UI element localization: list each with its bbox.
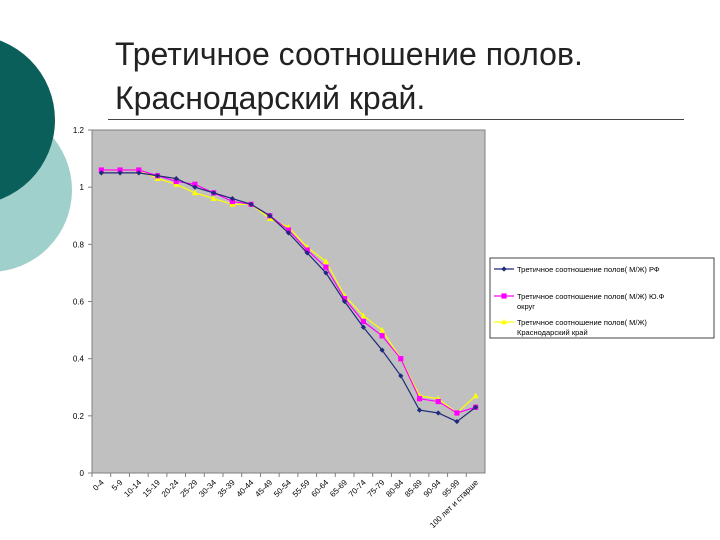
series-1-point: [267, 213, 273, 219]
chart-legend: Третичное соотношение полов( М/Ж) РФ Трет…: [489, 257, 715, 339]
series-1-point: [473, 404, 479, 410]
series-1-point: [98, 170, 104, 176]
series-1-point: [117, 170, 123, 176]
x-tick-label: 75-79: [366, 478, 387, 499]
legend-swatch-marker: [501, 293, 507, 299]
series-3-point: [322, 258, 329, 264]
series-1-point: [342, 298, 348, 305]
title-divider: [108, 119, 684, 120]
x-tick-label: 35-39: [216, 478, 237, 499]
series-3-point: [191, 189, 198, 196]
x-tick-label: 55-59: [291, 478, 312, 499]
series-1-point: [416, 407, 423, 413]
y-tick-label: 0.8: [73, 240, 85, 249]
y-tick-label: 0: [80, 469, 85, 478]
y-tick-label: 0.2: [73, 412, 85, 421]
series-2-point: [117, 167, 123, 173]
x-tick-label: 90-94: [422, 478, 443, 499]
x-tick-label: 0-4: [91, 478, 106, 493]
plot-area: [91, 129, 486, 474]
series-1-point: [379, 347, 385, 353]
x-tick-label: 40-44: [235, 478, 256, 499]
series-2-point: [304, 247, 310, 253]
series-2-point: [136, 167, 142, 173]
series-2-point: [360, 318, 366, 325]
x-tick-label: 15-19: [141, 478, 162, 499]
legend-swatch-marker: [501, 266, 507, 272]
series-3-point: [472, 392, 479, 399]
x-tick-label: 25-29: [179, 478, 200, 499]
series-2-point: [435, 398, 441, 405]
series-2-point: [416, 396, 423, 402]
decorative-circles-graphic: [0, 40, 72, 272]
legend-box: [489, 257, 715, 339]
y-axis-ticks: 0 0.2 0.4 0.6 0.8 1 1.2: [73, 126, 92, 478]
x-tick-label: 5-9: [110, 478, 125, 493]
x-tick-label: 10-14: [122, 478, 143, 499]
series-3-point: [360, 312, 367, 319]
x-tick-label: 80-84: [384, 478, 405, 499]
slide-title-line-1: Третичное соотношение полов.: [115, 36, 583, 72]
series-1-point: [454, 418, 460, 425]
series-3-point: [210, 195, 217, 201]
series-1-point: [323, 270, 329, 276]
slide-title-line-2: Краснодарский край.: [115, 80, 426, 116]
series-1-point: [154, 173, 161, 179]
series-lines: [98, 166, 479, 425]
series-2-point: [323, 264, 329, 270]
x-tick-label: 85-89: [403, 478, 424, 499]
y-tick-label: 0.6: [73, 298, 85, 307]
series-1-point: [136, 170, 142, 176]
series-2-point: [98, 167, 104, 173]
legend-label-3: Третичное соотношение полов( М/Ж) Краснод…: [517, 318, 647, 337]
series-2-point: [192, 181, 198, 187]
series-2-point: [285, 227, 292, 233]
series-2-point: [342, 296, 348, 302]
legend-label-2: Третичное соотношение полов( М/Ж) Ю.Ф окр…: [517, 292, 665, 311]
y-tick-label: 1.2: [73, 126, 85, 135]
x-tick-label: 45-49: [253, 478, 274, 499]
y-tick-label: 0.4: [73, 355, 85, 364]
y-tick-label: 1: [80, 183, 85, 192]
series-1-point: [398, 373, 404, 379]
legend-label-1: Третичное соотношение полов( М/Ж) РФ: [517, 265, 660, 274]
series-1-point: [173, 175, 179, 182]
slide-title: Третичное соотношение полов. Краснодарск…: [115, 32, 705, 120]
series-2-point: [379, 333, 385, 339]
series-2-point: [229, 198, 235, 205]
decorative-dark-circle: [0, 40, 55, 200]
x-tick-label: 30-34: [197, 478, 218, 499]
series-1-point: [285, 230, 292, 236]
x-tick-label: 60-64: [310, 478, 331, 499]
series-1-point: [229, 196, 235, 202]
series-1-point: [360, 324, 366, 330]
series-1-point: [192, 184, 198, 190]
x-tick-label: 20-24: [160, 478, 181, 499]
x-tick-label: 70-74: [347, 478, 368, 499]
x-tick-label: 65-69: [328, 478, 349, 499]
series-2-point: [398, 356, 404, 362]
decorative-circles: [0, 0, 80, 300]
series-3-point: [379, 326, 386, 333]
series-2-point: [454, 410, 460, 416]
series-1-point: [248, 201, 254, 207]
x-axis-ticks: 0-4 5-910-1415-1920-2425-2930-3435-3940-4…: [91, 473, 480, 530]
legend-swatch-marker: [501, 318, 507, 325]
series-1-point: [304, 250, 310, 256]
x-tick-label: 50-54: [272, 478, 293, 499]
series-1-point: [435, 410, 441, 416]
series-1-point: [211, 190, 217, 196]
series-2-point: [173, 178, 179, 185]
